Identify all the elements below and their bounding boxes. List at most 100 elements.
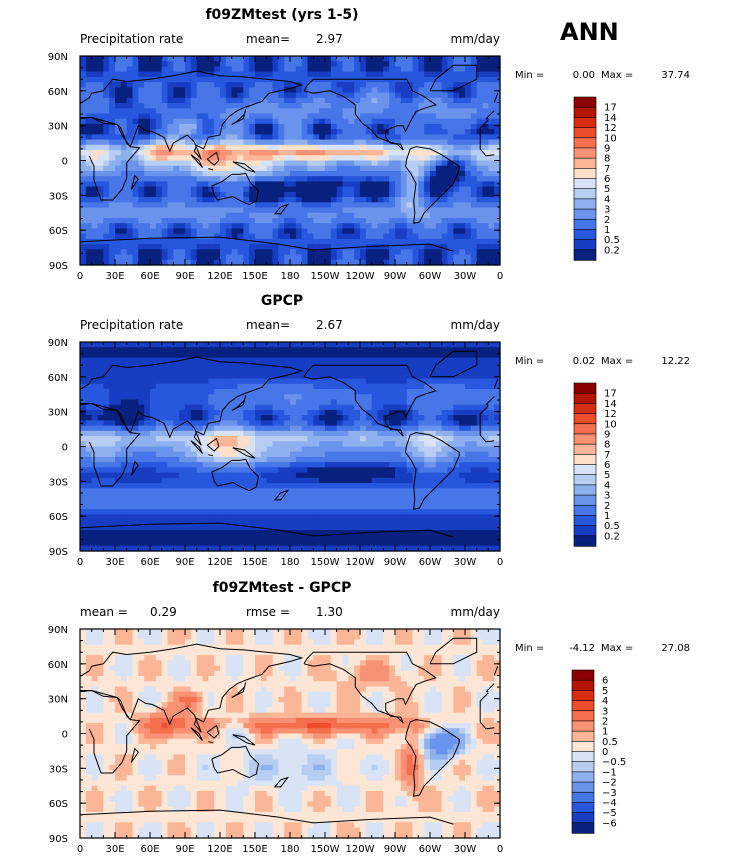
field-cell (97, 186, 104, 193)
field-cell (80, 228, 87, 235)
field-cell (348, 415, 355, 421)
field-cell (231, 249, 239, 256)
field-cell (173, 362, 180, 369)
field-cell (272, 462, 279, 468)
field-cell (342, 425, 349, 432)
field-cell (190, 420, 198, 427)
field-cell (313, 202, 320, 209)
field-cell (132, 389, 139, 395)
field-cell (278, 103, 285, 109)
field-cell (249, 108, 256, 115)
field-cell (494, 165, 501, 172)
field-cell (161, 202, 169, 209)
field-cell (325, 399, 332, 406)
field-cell (418, 197, 425, 203)
field-cell (342, 191, 349, 198)
field-cell (120, 238, 128, 245)
field-cell (115, 97, 122, 104)
field-cell (91, 66, 99, 73)
field-cell (482, 462, 489, 468)
field-cell (400, 56, 408, 62)
field-cell (365, 436, 373, 442)
field-cell (476, 404, 484, 411)
field-cell (91, 477, 99, 484)
field-cell (190, 118, 198, 125)
field-cell (400, 394, 408, 401)
field-cell (482, 430, 489, 437)
field-cell (278, 207, 285, 214)
field-cell (371, 155, 379, 162)
field-cell (80, 97, 87, 104)
field-cell (284, 176, 291, 182)
field-cell (395, 113, 402, 120)
field-cell (330, 228, 338, 235)
field-cell (190, 56, 198, 62)
field-cell (260, 394, 268, 401)
field-cell (482, 160, 489, 167)
field-cell (430, 176, 437, 182)
field-cell (313, 430, 320, 437)
field-cell (424, 483, 431, 489)
field-cell (132, 170, 139, 177)
field-cell (214, 456, 221, 463)
field-cell (115, 425, 122, 432)
field-cell (249, 144, 256, 151)
field-cell (342, 217, 349, 224)
field-cell (342, 71, 349, 78)
field-cell (424, 436, 431, 442)
field-cell (272, 176, 279, 182)
field-cell (307, 446, 314, 453)
field-cell (360, 82, 367, 88)
field-cell (441, 436, 449, 442)
field-cell (231, 404, 239, 411)
field-cell (208, 181, 215, 188)
field-cell (155, 97, 163, 104)
field-cell (155, 82, 163, 88)
field-cell (167, 249, 174, 256)
field-cell (185, 134, 192, 141)
field-cell (249, 76, 256, 83)
field-cell (447, 483, 454, 489)
field-cell (383, 129, 390, 135)
field-cell (482, 451, 489, 458)
field-cell (231, 441, 239, 448)
field-cell (255, 92, 262, 99)
field-cell (185, 170, 192, 177)
field-cell (167, 254, 174, 261)
field-cell (476, 477, 484, 484)
colorbar-label: 10 (604, 133, 617, 144)
field-cell (325, 244, 332, 250)
field-cell (348, 404, 355, 411)
field-cell (231, 394, 239, 401)
field-cell (91, 415, 99, 421)
field-cell (389, 170, 396, 177)
field-cell (447, 420, 454, 427)
field-cell (231, 373, 239, 380)
field-cell (459, 207, 466, 214)
field-cell (155, 373, 163, 380)
field-cell (80, 368, 87, 374)
field-cell (470, 446, 478, 453)
field-cell (395, 378, 402, 385)
field-cell (161, 103, 169, 109)
field-cell (301, 483, 309, 489)
field-cell (196, 129, 204, 135)
field-cell (325, 472, 332, 479)
field-cell (266, 197, 274, 203)
field-cell (202, 244, 209, 250)
field-cell (220, 76, 227, 83)
field-cell (389, 389, 396, 395)
field-cell (389, 342, 396, 348)
field-cell (290, 181, 297, 188)
field-cell (214, 181, 221, 188)
field-cell (424, 92, 431, 99)
field-cell (202, 170, 209, 177)
field-cell (418, 212, 425, 219)
field-cell (91, 176, 99, 182)
field-cell (260, 404, 268, 411)
field-cell (482, 404, 489, 411)
field-cell (488, 467, 495, 474)
field-cell (138, 409, 145, 416)
field-cell (185, 87, 192, 94)
field-cell (249, 92, 256, 99)
